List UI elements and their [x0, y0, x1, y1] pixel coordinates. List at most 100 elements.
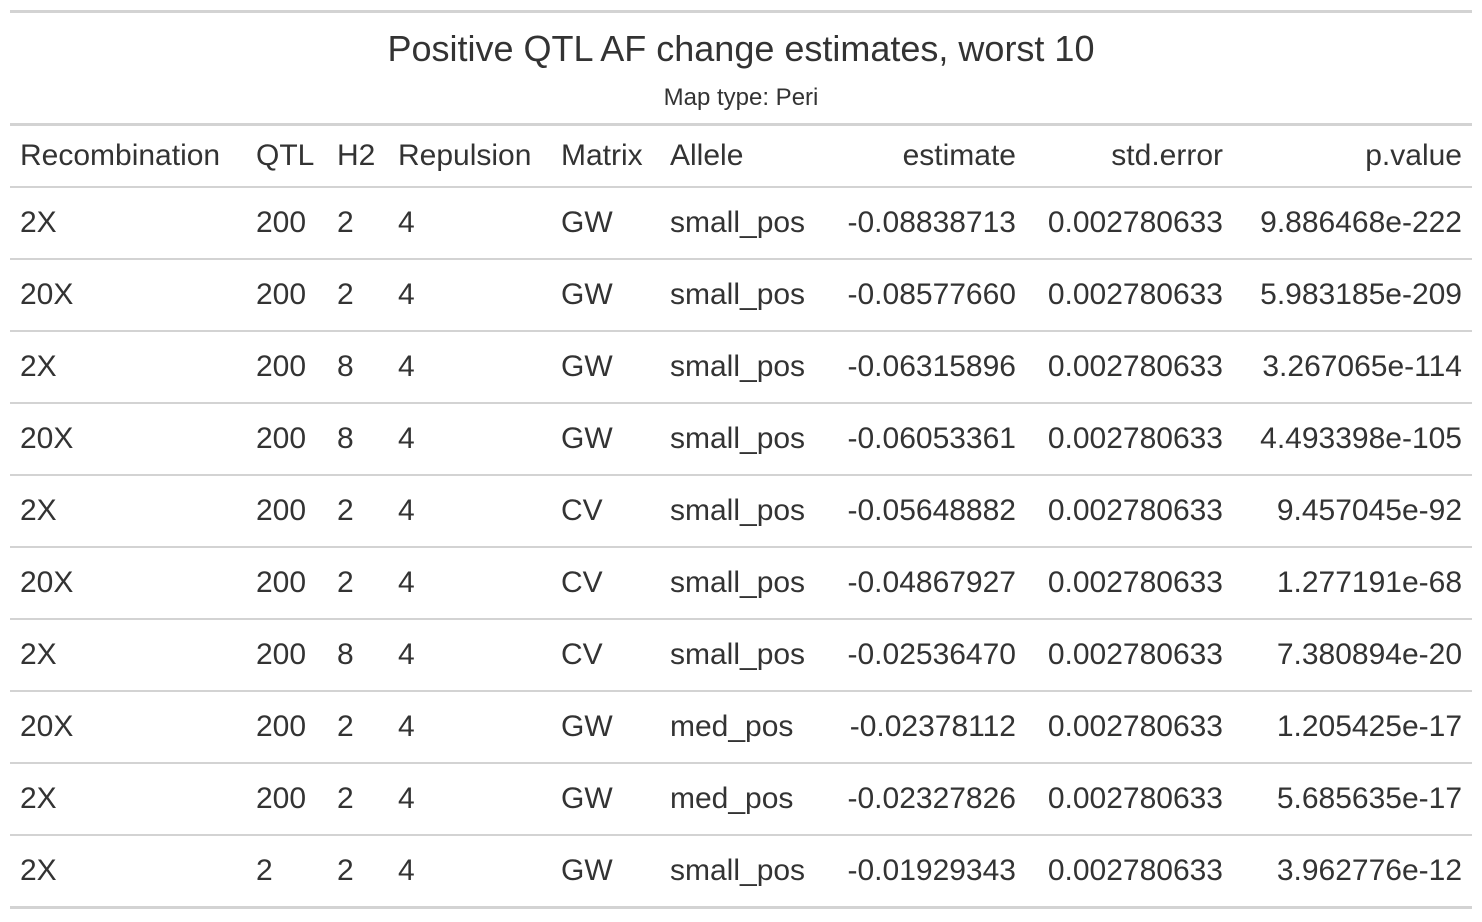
cell-p-value: 5.983185e-209	[1233, 259, 1472, 332]
cell-h2: 2	[327, 259, 388, 332]
table-row: 2X 2 2 4 GW small_pos -0.01929343 0.002780633 3.…	[10, 835, 1472, 909]
cell-recombination: 2X	[10, 619, 246, 692]
cell-allele: small_pos	[660, 619, 824, 692]
cell-estimate: -0.02536470	[824, 619, 1026, 692]
cell-allele: med_pos	[660, 691, 824, 764]
cell-repulsion: 4	[388, 331, 551, 404]
cell-allele: small_pos	[660, 475, 824, 548]
cell-recombination: 20X	[10, 259, 246, 332]
column-header-h2: H2	[327, 126, 388, 188]
cell-allele: small_pos	[660, 547, 824, 620]
cell-h2: 2	[327, 691, 388, 764]
cell-estimate: -0.08838713	[824, 187, 1026, 260]
cell-allele: small_pos	[660, 331, 824, 404]
cell-estimate: -0.02327826	[824, 763, 1026, 836]
cell-qtl: 200	[246, 763, 327, 836]
cell-qtl: 200	[246, 547, 327, 620]
table-row: 2X 200 2 4 GW small_pos -0.08838713 0.002780633…	[10, 187, 1472, 260]
cell-recombination: 20X	[10, 547, 246, 620]
column-header-matrix: Matrix	[551, 126, 660, 188]
cell-repulsion: 4	[388, 403, 551, 476]
cell-matrix: GW	[551, 331, 660, 404]
table-row: 2X 200 2 4 GW med_pos -0.02327826 0.002780633 5.…	[10, 763, 1472, 836]
column-header-recombination: Recombination	[10, 126, 246, 188]
cell-estimate: -0.06315896	[824, 331, 1026, 404]
cell-qtl: 200	[246, 691, 327, 764]
cell-allele: small_pos	[660, 835, 824, 909]
cell-recombination: 2X	[10, 331, 246, 404]
cell-p-value: 3.267065e-114	[1233, 331, 1472, 404]
cell-recombination: 20X	[10, 691, 246, 764]
cell-h2: 8	[327, 619, 388, 692]
column-header-estimate: estimate	[824, 126, 1026, 188]
cell-std-error: 0.002780633	[1026, 331, 1233, 404]
cell-p-value: 7.380894e-20	[1233, 619, 1472, 692]
cell-std-error: 0.002780633	[1026, 259, 1233, 332]
heading-rule	[10, 123, 1472, 126]
cell-repulsion: 4	[388, 691, 551, 764]
table-row: 2X 200 8 4 CV small_pos -0.02536470 0.002780633…	[10, 619, 1472, 692]
cell-estimate: -0.01929343	[824, 835, 1026, 909]
column-header-allele: Allele	[660, 126, 824, 188]
table-row: 20X 200 2 4 CV small_pos -0.04867927 0.00278063…	[10, 547, 1472, 620]
cell-recombination: 20X	[10, 403, 246, 476]
cell-estimate: -0.02378112	[824, 691, 1026, 764]
cell-std-error: 0.002780633	[1026, 763, 1233, 836]
cell-estimate: -0.04867927	[824, 547, 1026, 620]
cell-estimate: -0.05648882	[824, 475, 1026, 548]
top-rule	[10, 10, 1472, 13]
cell-h2: 2	[327, 547, 388, 620]
column-header-repulsion: Repulsion	[388, 126, 551, 188]
cell-recombination: 2X	[10, 187, 246, 260]
cell-qtl: 200	[246, 259, 327, 332]
column-header-std-error: std.error	[1026, 126, 1233, 188]
table-row: 2X 200 2 4 CV small_pos -0.05648882 0.002780633…	[10, 475, 1472, 548]
cell-qtl: 200	[246, 331, 327, 404]
cell-recombination: 2X	[10, 475, 246, 548]
cell-repulsion: 4	[388, 619, 551, 692]
table-row: 2X 200 8 4 GW small_pos -0.06315896 0.002780633…	[10, 331, 1472, 404]
cell-p-value: 4.493398e-105	[1233, 403, 1472, 476]
results-table-container: Positive QTL AF change estimates, worst …	[10, 10, 1472, 909]
table-row: 20X 200 8 4 GW small_pos -0.06053361 0.00278063…	[10, 403, 1472, 476]
cell-qtl: 200	[246, 475, 327, 548]
cell-estimate: -0.08577660	[824, 259, 1026, 332]
cell-allele: small_pos	[660, 259, 824, 332]
table-body: 2X 200 2 4 GW small_pos -0.08838713 0.002780633…	[10, 187, 1472, 909]
cell-std-error: 0.002780633	[1026, 187, 1233, 260]
table-title: Positive QTL AF change estimates, worst …	[387, 28, 1095, 69]
cell-matrix: GW	[551, 259, 660, 332]
cell-allele: med_pos	[660, 763, 824, 836]
cell-p-value: 5.685635e-17	[1233, 763, 1472, 836]
header-row: Recombination QTL H2 Repulsion Matrix Al…	[10, 126, 1472, 188]
cell-recombination: 2X	[10, 763, 246, 836]
cell-recombination: 2X	[10, 835, 246, 909]
cell-allele: small_pos	[660, 187, 824, 260]
column-header-qtl: QTL	[246, 126, 327, 188]
cell-std-error: 0.002780633	[1026, 403, 1233, 476]
table-row: 20X 200 2 4 GW small_pos -0.08577660 0.00278063…	[10, 259, 1472, 332]
cell-matrix: CV	[551, 619, 660, 692]
cell-std-error: 0.002780633	[1026, 619, 1233, 692]
table-heading: Positive QTL AF change estimates, worst …	[10, 13, 1472, 123]
cell-matrix: CV	[551, 547, 660, 620]
cell-repulsion: 4	[388, 475, 551, 548]
cell-matrix: GW	[551, 835, 660, 909]
cell-std-error: 0.002780633	[1026, 547, 1233, 620]
table-subtitle: Map type: Peri	[663, 84, 819, 111]
cell-p-value: 1.205425e-17	[1233, 691, 1472, 764]
cell-matrix: GW	[551, 763, 660, 836]
cell-allele: small_pos	[660, 403, 824, 476]
cell-p-value: 9.886468e-222	[1233, 187, 1472, 260]
cell-h2: 8	[327, 331, 388, 404]
cell-qtl: 2	[246, 835, 327, 909]
cell-std-error: 0.002780633	[1026, 691, 1233, 764]
results-table: Recombination QTL H2 Repulsion Matrix Al…	[10, 126, 1472, 909]
cell-matrix: GW	[551, 187, 660, 260]
cell-qtl: 200	[246, 403, 327, 476]
cell-h2: 2	[327, 475, 388, 548]
cell-repulsion: 4	[388, 547, 551, 620]
cell-p-value: 3.962776e-12	[1233, 835, 1472, 909]
cell-h2: 2	[327, 763, 388, 836]
cell-matrix: GW	[551, 691, 660, 764]
